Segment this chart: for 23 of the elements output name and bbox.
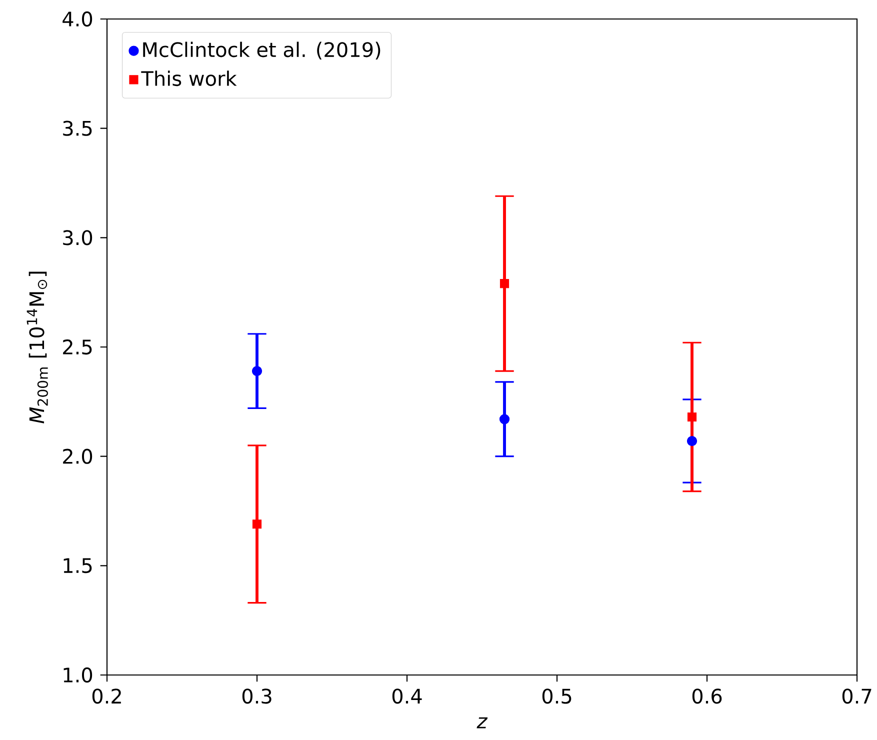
x-tick-label: 0.5: [542, 688, 572, 704]
y-tick-label: 2.0: [63, 448, 92, 464]
legend-label: McClintock et al. (2019): [143, 42, 380, 60]
y-tick-label: 4.0: [62, 11, 92, 27]
x-axis-title: z: [476, 717, 488, 728]
y-tick-label: 2.5: [63, 339, 92, 355]
y-tick-label: 3.0: [63, 230, 92, 246]
y-tick-label: 3.5: [63, 120, 92, 136]
y-tick-label: 1.5: [64, 558, 92, 574]
point: [687, 412, 697, 422]
y-tick-label: 1.0: [64, 667, 92, 683]
y-axis-title: M$_{200m}$ [10$^{14}$M$_{⊙}$]: [26, 272, 48, 424]
point: [500, 279, 510, 288]
x-tick-label: 0.7: [842, 688, 872, 704]
point: [252, 366, 262, 376]
point: [499, 414, 510, 424]
x-tick-label: 0.6: [692, 688, 722, 704]
x-tick-label: 0.3: [242, 688, 272, 704]
x-tick-label: 0.4: [392, 688, 422, 704]
point: [686, 436, 698, 446]
x-tick-label: 0.2: [92, 688, 121, 704]
point: [252, 520, 262, 529]
legend-label: This work: [141, 70, 237, 86]
